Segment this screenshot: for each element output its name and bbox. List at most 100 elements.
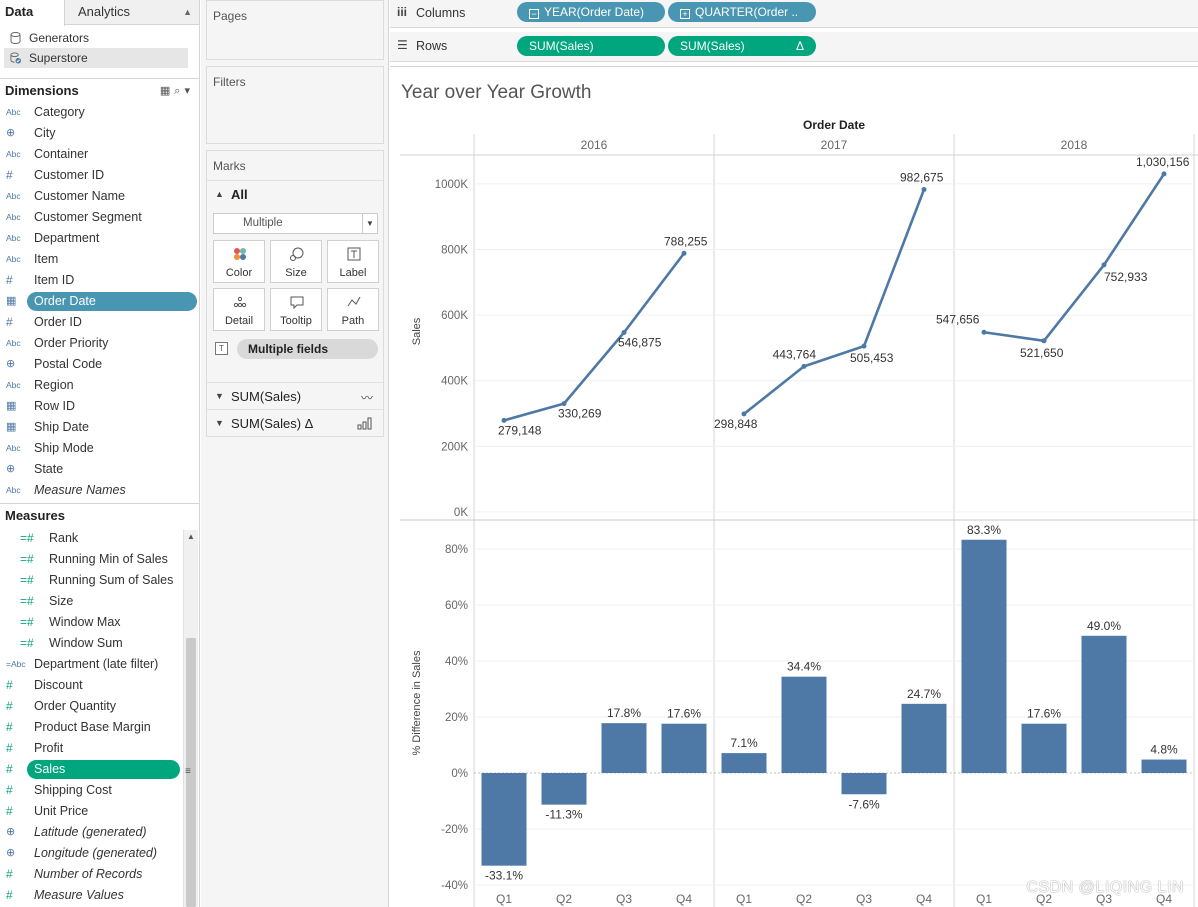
datasource-superstore[interactable]: Superstore [4, 48, 188, 68]
field-order-quantity[interactable]: # Order Quantity [0, 696, 196, 717]
detail-button[interactable]: Detail [213, 288, 265, 331]
pill-year-order-date[interactable]: − YEAR(Order Date) [517, 2, 665, 22]
sales-point[interactable] [921, 187, 927, 193]
sales-point[interactable] [861, 343, 867, 349]
view-list-icon[interactable]: ▦ [159, 85, 175, 97]
columns-shelf[interactable]: iii Columns − YEAR(Order Date) + QUARTER(O… [390, 0, 1198, 28]
scroll-up-arrow-icon[interactable]: ▲ [187, 532, 195, 541]
field-ship-date[interactable]: ▦ Ship Date [0, 417, 196, 438]
path-button[interactable]: Path [327, 288, 379, 331]
scroll-thumb[interactable] [186, 638, 196, 907]
sales-point[interactable] [981, 329, 987, 335]
worksheet-view[interactable]: Year over Year Growth Order Date 2016 2017… [390, 66, 1198, 907]
collapse-caret-icon[interactable]: ▼ [215, 391, 224, 401]
pct-diff-bar[interactable] [1081, 635, 1127, 773]
dropdown-arrow-icon[interactable]: ▼ [362, 214, 377, 233]
menu-dropdown-icon[interactable]: ▾ [184, 85, 194, 97]
field-category[interactable]: Abc Category [0, 102, 196, 123]
pct-diff-bar[interactable] [481, 773, 527, 866]
field-rank[interactable]: =# Rank [0, 528, 196, 549]
chart-canvas[interactable]: Order Date 2016 2017 2018 0K 200K 400K 600K 800K… [390, 67, 1198, 907]
field-running-min-of-sales[interactable]: =# Running Min of Sales [0, 549, 196, 570]
collapse-minus-icon[interactable]: − [529, 9, 539, 19]
sales-point[interactable] [1161, 171, 1167, 177]
dimensions-tools[interactable]: ▦⌕▾ [160, 79, 194, 103]
field-measure-names[interactable]: Abc Measure Names [0, 480, 196, 501]
field-state[interactable]: ⊕ State [0, 459, 196, 480]
pct-diff-bar[interactable] [601, 723, 647, 773]
rows-shelf[interactable]: ☰ Rows SUM(Sales) SUM(Sales) Δ [390, 32, 1198, 62]
pct-diff-bar[interactable] [661, 723, 707, 773]
field-order-date[interactable]: ▦ Order Date [0, 291, 197, 312]
field-sales[interactable]: # Sales [0, 759, 196, 780]
pill-sum-sales-delta[interactable]: SUM(Sales) Δ [668, 36, 816, 56]
pct-diff-bar[interactable] [781, 676, 827, 773]
field-customer-id[interactable]: # Customer ID [0, 165, 196, 186]
field-department-late-filter[interactable]: =Abc Department (late filter) [0, 654, 196, 675]
marks-all-row[interactable]: ▲ All [207, 180, 383, 206]
field-row-id[interactable]: ▦ Row ID [0, 396, 196, 417]
field-department[interactable]: Abc Department [0, 228, 196, 249]
collapse-caret-icon[interactable]: ▼ [215, 418, 224, 428]
pill-sum-sales[interactable]: SUM(Sales) [517, 36, 665, 56]
size-button[interactable]: Size [270, 240, 322, 283]
sales-point[interactable] [801, 363, 807, 369]
pct-diff-bar[interactable] [961, 539, 1007, 773]
sales-point[interactable] [1101, 262, 1107, 268]
pct-diff-bar[interactable] [1021, 723, 1067, 773]
label-button[interactable]: Label [327, 240, 379, 283]
field-order-priority[interactable]: Abc Order Priority [0, 333, 196, 354]
field-measure-values[interactable]: # Measure Values [0, 885, 196, 906]
tooltip-button[interactable]: Tooltip [270, 288, 322, 331]
pct-diff-bar[interactable] [841, 773, 887, 795]
pct-diff-bar[interactable] [901, 703, 947, 773]
marks-row-sales-delta[interactable]: ▼ SUM(Sales) Δ [207, 409, 383, 436]
field-number-of-records[interactable]: # Number of Records [0, 864, 196, 885]
sales-point[interactable] [1041, 338, 1047, 344]
multiple-fields-pill[interactable]: Multiple fields [237, 339, 378, 359]
field-latitude-generated[interactable]: ⊕ Latitude (generated) [0, 822, 196, 843]
field-window-max[interactable]: =# Window Max [0, 612, 196, 633]
pill-quarter-order-date[interactable]: + QUARTER(Order .. [668, 2, 816, 22]
field-product-base-margin[interactable]: # Product Base Margin [0, 717, 196, 738]
field-longitude-generated[interactable]: ⊕ Longitude (generated) [0, 843, 196, 864]
field-container[interactable]: Abc Container [0, 144, 196, 165]
mark-type-dropdown[interactable]: Multiple ▼ [213, 213, 378, 234]
field-item-id[interactable]: # Item ID [0, 270, 196, 291]
pct-diff-bar[interactable] [541, 773, 587, 805]
sales-point[interactable] [501, 417, 507, 423]
field-city[interactable]: ⊕ City [0, 123, 196, 144]
field-discount[interactable]: # Discount [0, 675, 196, 696]
tab-analytics[interactable]: Analytics ▲ [66, 0, 199, 25]
field-size[interactable]: =# Size [0, 591, 196, 612]
field-region[interactable]: Abc Region [0, 375, 196, 396]
tab-menu-arrow-icon[interactable]: ▲ [183, 7, 192, 17]
datasource-generators[interactable]: Generators [4, 28, 188, 48]
field-postal-code[interactable]: ⊕ Postal Code [0, 354, 196, 375]
sales-point[interactable] [741, 411, 747, 417]
field-unit-price[interactable]: # Unit Price [0, 801, 196, 822]
sales-point[interactable] [681, 250, 687, 256]
field-shipping-cost[interactable]: # Shipping Cost [0, 780, 196, 801]
filters-card[interactable]: Filters [206, 66, 384, 144]
field-profit[interactable]: # Profit [0, 738, 196, 759]
field-customer-name[interactable]: Abc Customer Name [0, 186, 196, 207]
field-ship-mode[interactable]: Abc Ship Mode [0, 438, 196, 459]
marks-row-sales-line[interactable]: ▼ SUM(Sales) 〰 [207, 382, 383, 409]
field-order-id[interactable]: # Order ID [0, 312, 196, 333]
sales-point[interactable] [621, 330, 627, 336]
collapse-caret-icon[interactable]: ▲ [215, 189, 224, 199]
pct-diff-bar[interactable] [721, 753, 767, 773]
field-window-sum[interactable]: =# Window Sum [0, 633, 196, 654]
field-running-sum-of-sales[interactable]: =# Running Sum of Sales [0, 570, 196, 591]
pages-card[interactable]: Pages [206, 0, 384, 60]
pct-diff-bar[interactable] [1141, 759, 1187, 773]
measures-scrollbar[interactable]: ▲ ≡ [183, 530, 198, 907]
expand-plus-icon[interactable]: + [680, 9, 690, 19]
field-customer-segment[interactable]: Abc Customer Segment [0, 207, 196, 228]
tab-data[interactable]: Data [0, 0, 65, 26]
field-item[interactable]: Abc Item [0, 249, 196, 270]
color-button[interactable]: Color [213, 240, 265, 283]
search-icon[interactable]: ⌕ [174, 85, 185, 97]
sales-point[interactable] [561, 401, 567, 407]
